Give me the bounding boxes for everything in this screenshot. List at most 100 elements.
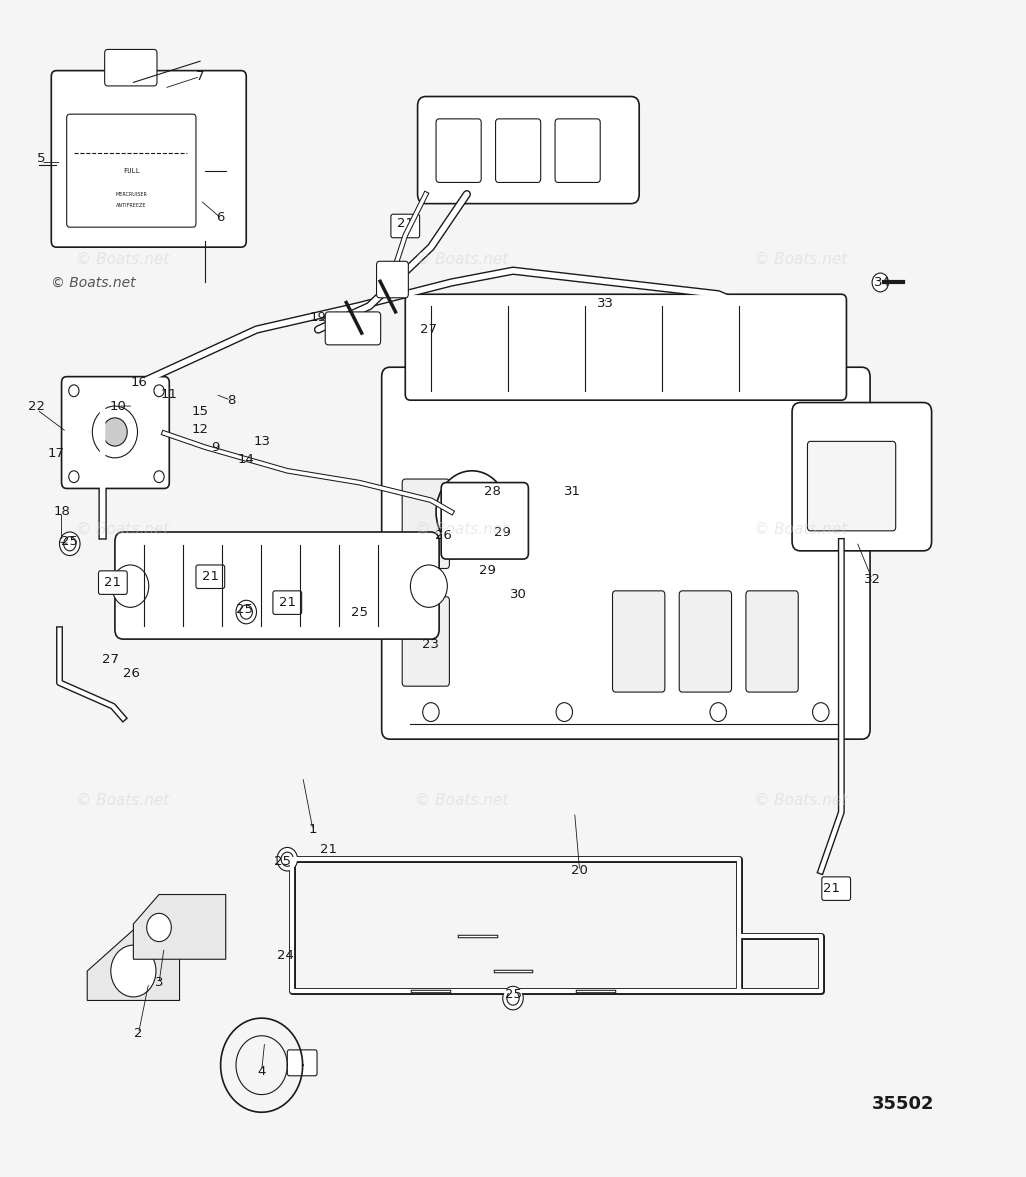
- FancyBboxPatch shape: [287, 1050, 317, 1076]
- Text: 13: 13: [253, 434, 270, 448]
- Text: 18: 18: [53, 505, 70, 519]
- FancyBboxPatch shape: [496, 119, 541, 182]
- Circle shape: [503, 986, 523, 1010]
- Text: 21: 21: [397, 217, 413, 231]
- Text: 21: 21: [279, 596, 295, 610]
- Text: FULL: FULL: [123, 167, 140, 174]
- Text: 4: 4: [258, 1064, 266, 1078]
- Text: 6: 6: [216, 211, 225, 225]
- Text: 10: 10: [110, 399, 126, 413]
- Text: 7: 7: [196, 69, 204, 84]
- Text: 29: 29: [479, 564, 496, 578]
- FancyBboxPatch shape: [51, 71, 246, 247]
- Text: 11: 11: [161, 387, 177, 401]
- Circle shape: [154, 471, 164, 483]
- Text: © Boats.net: © Boats.net: [754, 252, 846, 266]
- FancyBboxPatch shape: [679, 591, 732, 692]
- Text: 33: 33: [597, 297, 614, 311]
- FancyBboxPatch shape: [105, 49, 157, 86]
- Text: © Boats.net: © Boats.net: [51, 275, 135, 290]
- Text: 17: 17: [48, 446, 65, 460]
- Text: 14: 14: [238, 452, 254, 466]
- FancyBboxPatch shape: [325, 312, 381, 345]
- Circle shape: [103, 418, 127, 446]
- Circle shape: [69, 471, 79, 483]
- Circle shape: [710, 703, 726, 722]
- Circle shape: [240, 605, 252, 619]
- Circle shape: [60, 532, 80, 556]
- Circle shape: [92, 406, 137, 458]
- Text: © Boats.net: © Boats.net: [416, 793, 508, 807]
- FancyBboxPatch shape: [418, 97, 639, 204]
- Text: © Boats.net: © Boats.net: [754, 523, 846, 537]
- Text: 30: 30: [510, 587, 526, 601]
- FancyBboxPatch shape: [67, 114, 196, 227]
- Text: 15: 15: [192, 405, 208, 419]
- Text: 21: 21: [320, 843, 337, 857]
- Circle shape: [410, 565, 447, 607]
- Text: 21: 21: [105, 576, 121, 590]
- Text: 20: 20: [571, 864, 588, 878]
- FancyBboxPatch shape: [402, 479, 449, 568]
- Text: 21: 21: [202, 570, 219, 584]
- Text: 25: 25: [274, 855, 290, 869]
- Text: MERCRUISER: MERCRUISER: [115, 192, 148, 197]
- Text: 26: 26: [435, 528, 451, 543]
- Text: 23: 23: [423, 638, 439, 652]
- Text: 26: 26: [123, 666, 140, 680]
- Text: 34: 34: [874, 275, 891, 290]
- FancyBboxPatch shape: [98, 571, 127, 594]
- FancyBboxPatch shape: [391, 214, 420, 238]
- Text: 25: 25: [351, 605, 367, 619]
- Circle shape: [281, 852, 293, 866]
- Text: 25: 25: [505, 988, 521, 1002]
- Text: 25: 25: [62, 534, 78, 548]
- FancyBboxPatch shape: [62, 377, 169, 488]
- Text: 1: 1: [309, 823, 317, 837]
- Text: ANTIFREEZE: ANTIFREEZE: [116, 204, 147, 208]
- FancyBboxPatch shape: [377, 261, 408, 298]
- Text: 27: 27: [421, 322, 437, 337]
- Text: 28: 28: [484, 485, 501, 499]
- Text: 21: 21: [823, 882, 839, 896]
- Text: 8: 8: [227, 393, 235, 407]
- Text: 19: 19: [310, 311, 326, 325]
- Text: © Boats.net: © Boats.net: [77, 523, 169, 537]
- FancyBboxPatch shape: [613, 591, 665, 692]
- FancyBboxPatch shape: [115, 532, 439, 639]
- Circle shape: [423, 703, 439, 722]
- Circle shape: [64, 537, 76, 551]
- Circle shape: [154, 385, 164, 397]
- Circle shape: [507, 991, 519, 1005]
- Text: 5: 5: [37, 152, 45, 166]
- Circle shape: [813, 703, 829, 722]
- Circle shape: [236, 600, 256, 624]
- Circle shape: [147, 913, 171, 942]
- Circle shape: [436, 471, 508, 553]
- Circle shape: [872, 273, 889, 292]
- Circle shape: [449, 486, 495, 538]
- Circle shape: [69, 385, 79, 397]
- Text: 32: 32: [864, 572, 880, 586]
- FancyBboxPatch shape: [441, 483, 528, 559]
- Text: 12: 12: [192, 423, 208, 437]
- Text: © Boats.net: © Boats.net: [416, 252, 508, 266]
- FancyBboxPatch shape: [822, 877, 851, 900]
- Circle shape: [112, 565, 149, 607]
- FancyBboxPatch shape: [746, 591, 798, 692]
- Text: 9: 9: [211, 440, 220, 454]
- Polygon shape: [87, 930, 180, 1000]
- Text: 22: 22: [29, 399, 45, 413]
- Text: 2: 2: [134, 1026, 143, 1040]
- FancyBboxPatch shape: [382, 367, 870, 739]
- Circle shape: [277, 847, 298, 871]
- FancyBboxPatch shape: [792, 403, 932, 551]
- Text: 3: 3: [155, 976, 163, 990]
- Text: 27: 27: [103, 652, 119, 666]
- Polygon shape: [133, 895, 226, 959]
- Circle shape: [111, 945, 156, 997]
- FancyBboxPatch shape: [405, 294, 846, 400]
- FancyBboxPatch shape: [273, 591, 302, 614]
- Text: 16: 16: [130, 375, 147, 390]
- FancyBboxPatch shape: [555, 119, 600, 182]
